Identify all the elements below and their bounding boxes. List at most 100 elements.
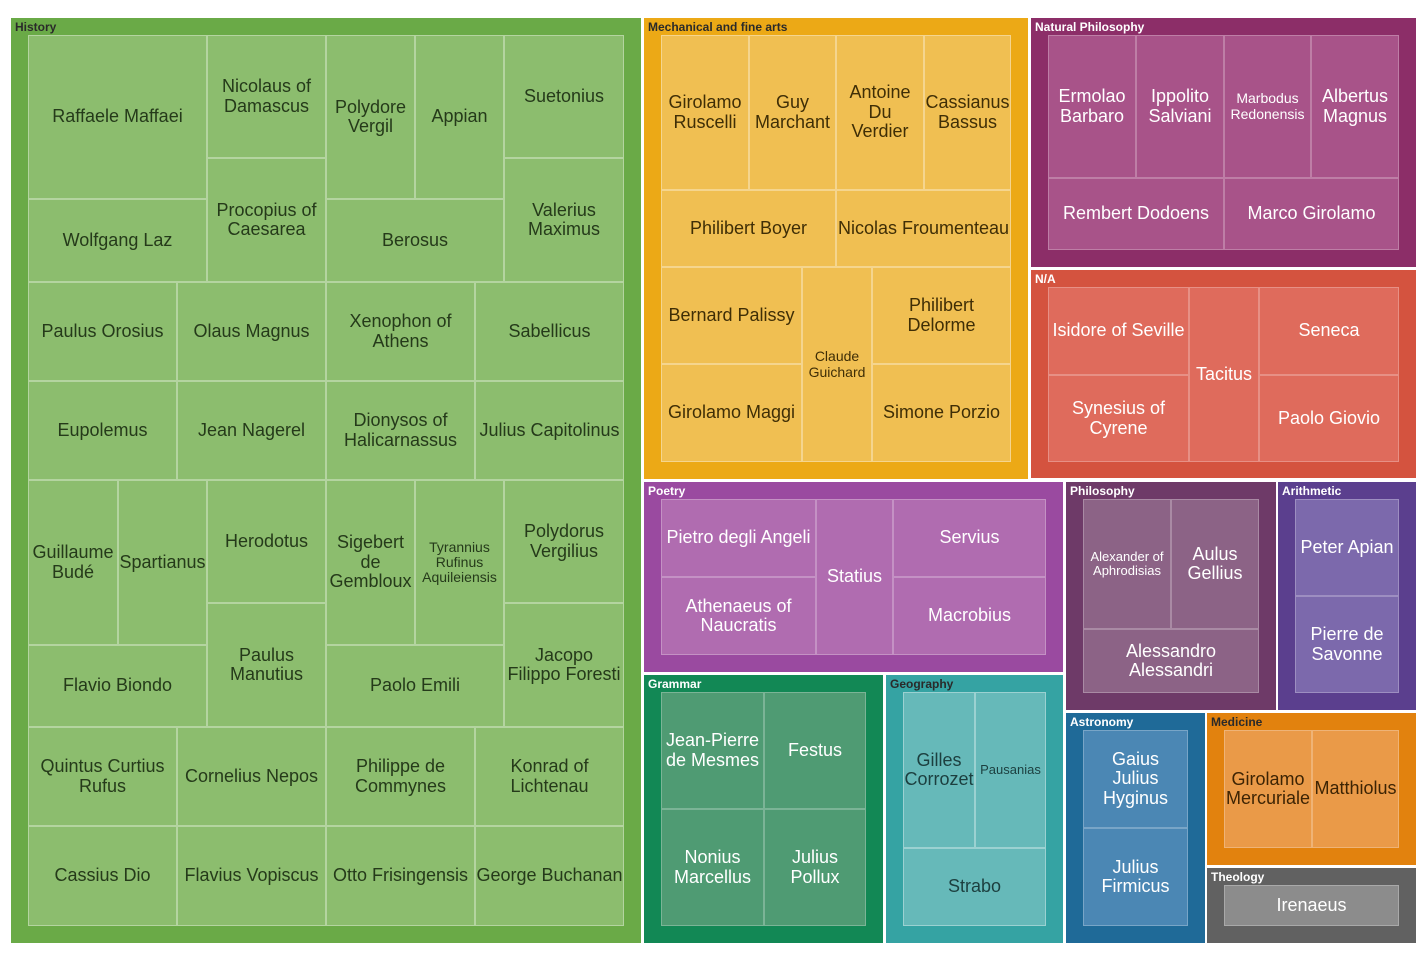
cell-aulus-gellius[interactable]: Aulus Gellius — [1171, 499, 1259, 629]
cell-wolfgang-laz[interactable]: Wolfgang Laz — [28, 199, 207, 282]
cell-girolamo-maggi[interactable]: Girolamo Maggi — [661, 364, 802, 462]
cell-label: Sabellicus — [508, 320, 591, 341]
cell-george-buchanan[interactable]: George Buchanan — [475, 826, 624, 926]
cell-seneca[interactable]: Seneca — [1259, 287, 1399, 375]
cell-olaus-magnus[interactable]: Olaus Magnus — [177, 282, 326, 381]
cell-ermolao-barbaro[interactable]: Ermolao Barbaro — [1048, 35, 1136, 178]
cell-dionysos-of-halicarnassus[interactable]: Dionysos of Halicarnassus — [326, 381, 475, 480]
cell-label: Girolamo Mercuriale — [1225, 768, 1311, 808]
cell-jean-pierre-de-mesmes[interactable]: Jean-Pierre de Mesmes — [661, 692, 764, 809]
cell-bernard-palissy[interactable]: Bernard Palissy — [661, 267, 802, 364]
cell-paulus-orosius[interactable]: Paulus Orosius — [28, 282, 177, 381]
cell-otto-frisingensis[interactable]: Otto Frisingensis — [326, 826, 475, 926]
cell-nonius-marcellus[interactable]: Nonius Marcellus — [661, 809, 764, 926]
cell-suetonius[interactable]: Suetonius — [504, 35, 624, 158]
cell-philibert-delorme[interactable]: Philibert Delorme — [872, 267, 1011, 364]
cell-simone-porzio[interactable]: Simone Porzio — [872, 364, 1011, 462]
cell-label: Philibert Boyer — [689, 217, 808, 238]
cell-label: Gilles Corrozet — [904, 749, 974, 789]
group-label: Geography — [890, 677, 954, 691]
cell-girolamo-ruscelli[interactable]: Girolamo Ruscelli — [661, 35, 749, 190]
cell-servius[interactable]: Servius — [893, 499, 1046, 577]
cell-gilles-corrozet[interactable]: Gilles Corrozet — [903, 692, 975, 848]
cell-label: Cornelius Nepos — [184, 765, 319, 786]
cell-pausanias[interactable]: Pausanias — [975, 692, 1046, 848]
cell-nicolas-froumenteau[interactable]: Nicolas Froumenteau — [836, 190, 1011, 267]
cell-konrad-of-lichtenau[interactable]: Konrad of Lichtenau — [475, 727, 624, 826]
cell-guillaume-bude[interactable]: Guillaume Budé — [28, 480, 118, 645]
cell-flavio-biondo[interactable]: Flavio Biondo — [28, 645, 207, 727]
cell-cassianus-bassus[interactable]: Cassianus Bassus — [924, 35, 1011, 190]
cell-philippe-de-commynes[interactable]: Philippe de Commynes — [326, 727, 475, 826]
cell-label: Procopius of Caesarea — [216, 199, 317, 239]
cell-guy-marchant[interactable]: Guy Marchant — [749, 35, 836, 190]
cell-gaius-julius-hyginus[interactable]: Gaius Julius Hyginus — [1083, 730, 1188, 828]
cell-pietro-degli-angeli[interactable]: Pietro degli Angeli — [661, 499, 816, 577]
cell-girolamo-mercuriale[interactable]: Girolamo Mercuriale — [1224, 730, 1312, 848]
cell-valerius-maximus[interactable]: Valerius Maximus — [504, 158, 624, 282]
cell-label: Bernard Palissy — [668, 304, 795, 325]
cell-ippolito-salviani[interactable]: Ippolito Salviani — [1136, 35, 1224, 178]
cell-rembert-dodoens[interactable]: Rembert Dodoens — [1048, 178, 1224, 250]
cell-label: Philibert Delorme — [907, 295, 976, 335]
cell-quintus-curtius-rufus[interactable]: Quintus Curtius Rufus — [28, 727, 177, 826]
cell-label: Irenaeus — [1276, 894, 1347, 915]
cell-jacopo-filippo-foresti[interactable]: Jacopo Filippo Foresti — [504, 603, 624, 727]
cell-julius-pollux[interactable]: Julius Pollux — [764, 809, 866, 926]
cell-xenophon-of-athens[interactable]: Xenophon of Athens — [326, 282, 475, 381]
cell-procopius-of-caesarea[interactable]: Procopius of Caesarea — [207, 158, 326, 282]
cell-julius-capitolinus[interactable]: Julius Capitolinus — [475, 381, 624, 480]
cell-nicolaus-of-damascus[interactable]: Nicolaus of Damascus — [207, 35, 326, 158]
cell-albertus-magnus[interactable]: Albertus Magnus — [1311, 35, 1399, 178]
cell-cassius-dio[interactable]: Cassius Dio — [28, 826, 177, 926]
cell-label: Olaus Magnus — [193, 320, 310, 341]
cell-sigebert-de-gembloux[interactable]: Sigebert de Gembloux — [326, 480, 415, 645]
group-label: Arithmetic — [1282, 484, 1342, 498]
cell-jean-nagerel[interactable]: Jean Nagerel — [177, 381, 326, 480]
cell-label: Tyrannius Rufinus Aquileiensis — [422, 538, 497, 586]
cell-macrobius[interactable]: Macrobius — [893, 577, 1046, 655]
cell-herodotus[interactable]: Herodotus — [207, 480, 326, 603]
cell-marco-girolamo[interactable]: Marco Girolamo — [1224, 178, 1399, 250]
cell-eupolemus[interactable]: Eupolemus — [28, 381, 177, 480]
cell-polydorus-vergilius[interactable]: Polydorus Vergilius — [504, 480, 624, 603]
cell-alessandro-alessandri[interactable]: Alessandro Alessandri — [1083, 629, 1259, 693]
cell-flavius-vopiscus[interactable]: Flavius Vopiscus — [177, 826, 326, 926]
cell-synesius-of-cyrene[interactable]: Synesius of Cyrene — [1048, 375, 1189, 462]
cell-cornelius-nepos[interactable]: Cornelius Nepos — [177, 727, 326, 826]
cell-label: Polydore Vergil — [334, 96, 407, 136]
cell-raffaele-maffaei[interactable]: Raffaele Maffaei — [28, 35, 207, 199]
cell-statius[interactable]: Statius — [816, 499, 893, 655]
cell-label: Albertus Magnus — [1321, 86, 1389, 126]
cell-strabo[interactable]: Strabo — [903, 848, 1046, 926]
cell-spartianus[interactable]: Spartianus — [118, 480, 207, 645]
cell-label: Statius — [826, 566, 883, 587]
cell-appian[interactable]: Appian — [415, 35, 504, 199]
cell-tacitus[interactable]: Tacitus — [1189, 287, 1259, 462]
cell-label: Paulus Orosius — [41, 320, 164, 341]
cell-label: Otto Frisingensis — [332, 865, 469, 886]
cell-athenaeus-of-naucratis[interactable]: Athenaeus of Naucratis — [661, 577, 816, 655]
cell-tyrannius-rufinus-aquileiensis[interactable]: Tyrannius Rufinus Aquileiensis — [415, 480, 504, 645]
cell-label: Cassius Dio — [54, 865, 151, 886]
cell-paolo-giovio[interactable]: Paolo Giovio — [1259, 375, 1399, 462]
cell-claude-guichard[interactable]: Claude Guichard — [802, 267, 872, 462]
cell-label: Xenophon of Athens — [349, 311, 452, 351]
cell-peter-apian[interactable]: Peter Apian — [1295, 499, 1399, 596]
cell-marbodus-redonensis[interactable]: Marbodus Redonensis — [1224, 35, 1311, 178]
cell-irenaeus[interactable]: Irenaeus — [1224, 885, 1399, 926]
cell-isidore-of-seville[interactable]: Isidore of Seville — [1048, 287, 1189, 375]
cell-polydore-vergil[interactable]: Polydore Vergil — [326, 35, 415, 199]
cell-alexander-of-aphrodisias[interactable]: Alexander of Aphrodisias — [1083, 499, 1171, 629]
cell-sabellicus[interactable]: Sabellicus — [475, 282, 624, 381]
cell-festus[interactable]: Festus — [764, 692, 866, 809]
cell-matthiolus[interactable]: Matthiolus — [1312, 730, 1399, 848]
cell-berosus[interactable]: Berosus — [326, 199, 504, 282]
cell-antoine-du-verdier[interactable]: Antoine Du Verdier — [836, 35, 924, 190]
cell-paulus-manutius[interactable]: Paulus Manutius — [207, 603, 326, 727]
cell-julius-firmicus[interactable]: Julius Firmicus — [1083, 828, 1188, 926]
cell-paolo-emili[interactable]: Paolo Emili — [326, 645, 504, 727]
cell-philibert-boyer[interactable]: Philibert Boyer — [661, 190, 836, 267]
cell-pierre-de-savonne[interactable]: Pierre de Savonne — [1295, 596, 1399, 693]
cell-label: Jean Nagerel — [197, 419, 306, 440]
